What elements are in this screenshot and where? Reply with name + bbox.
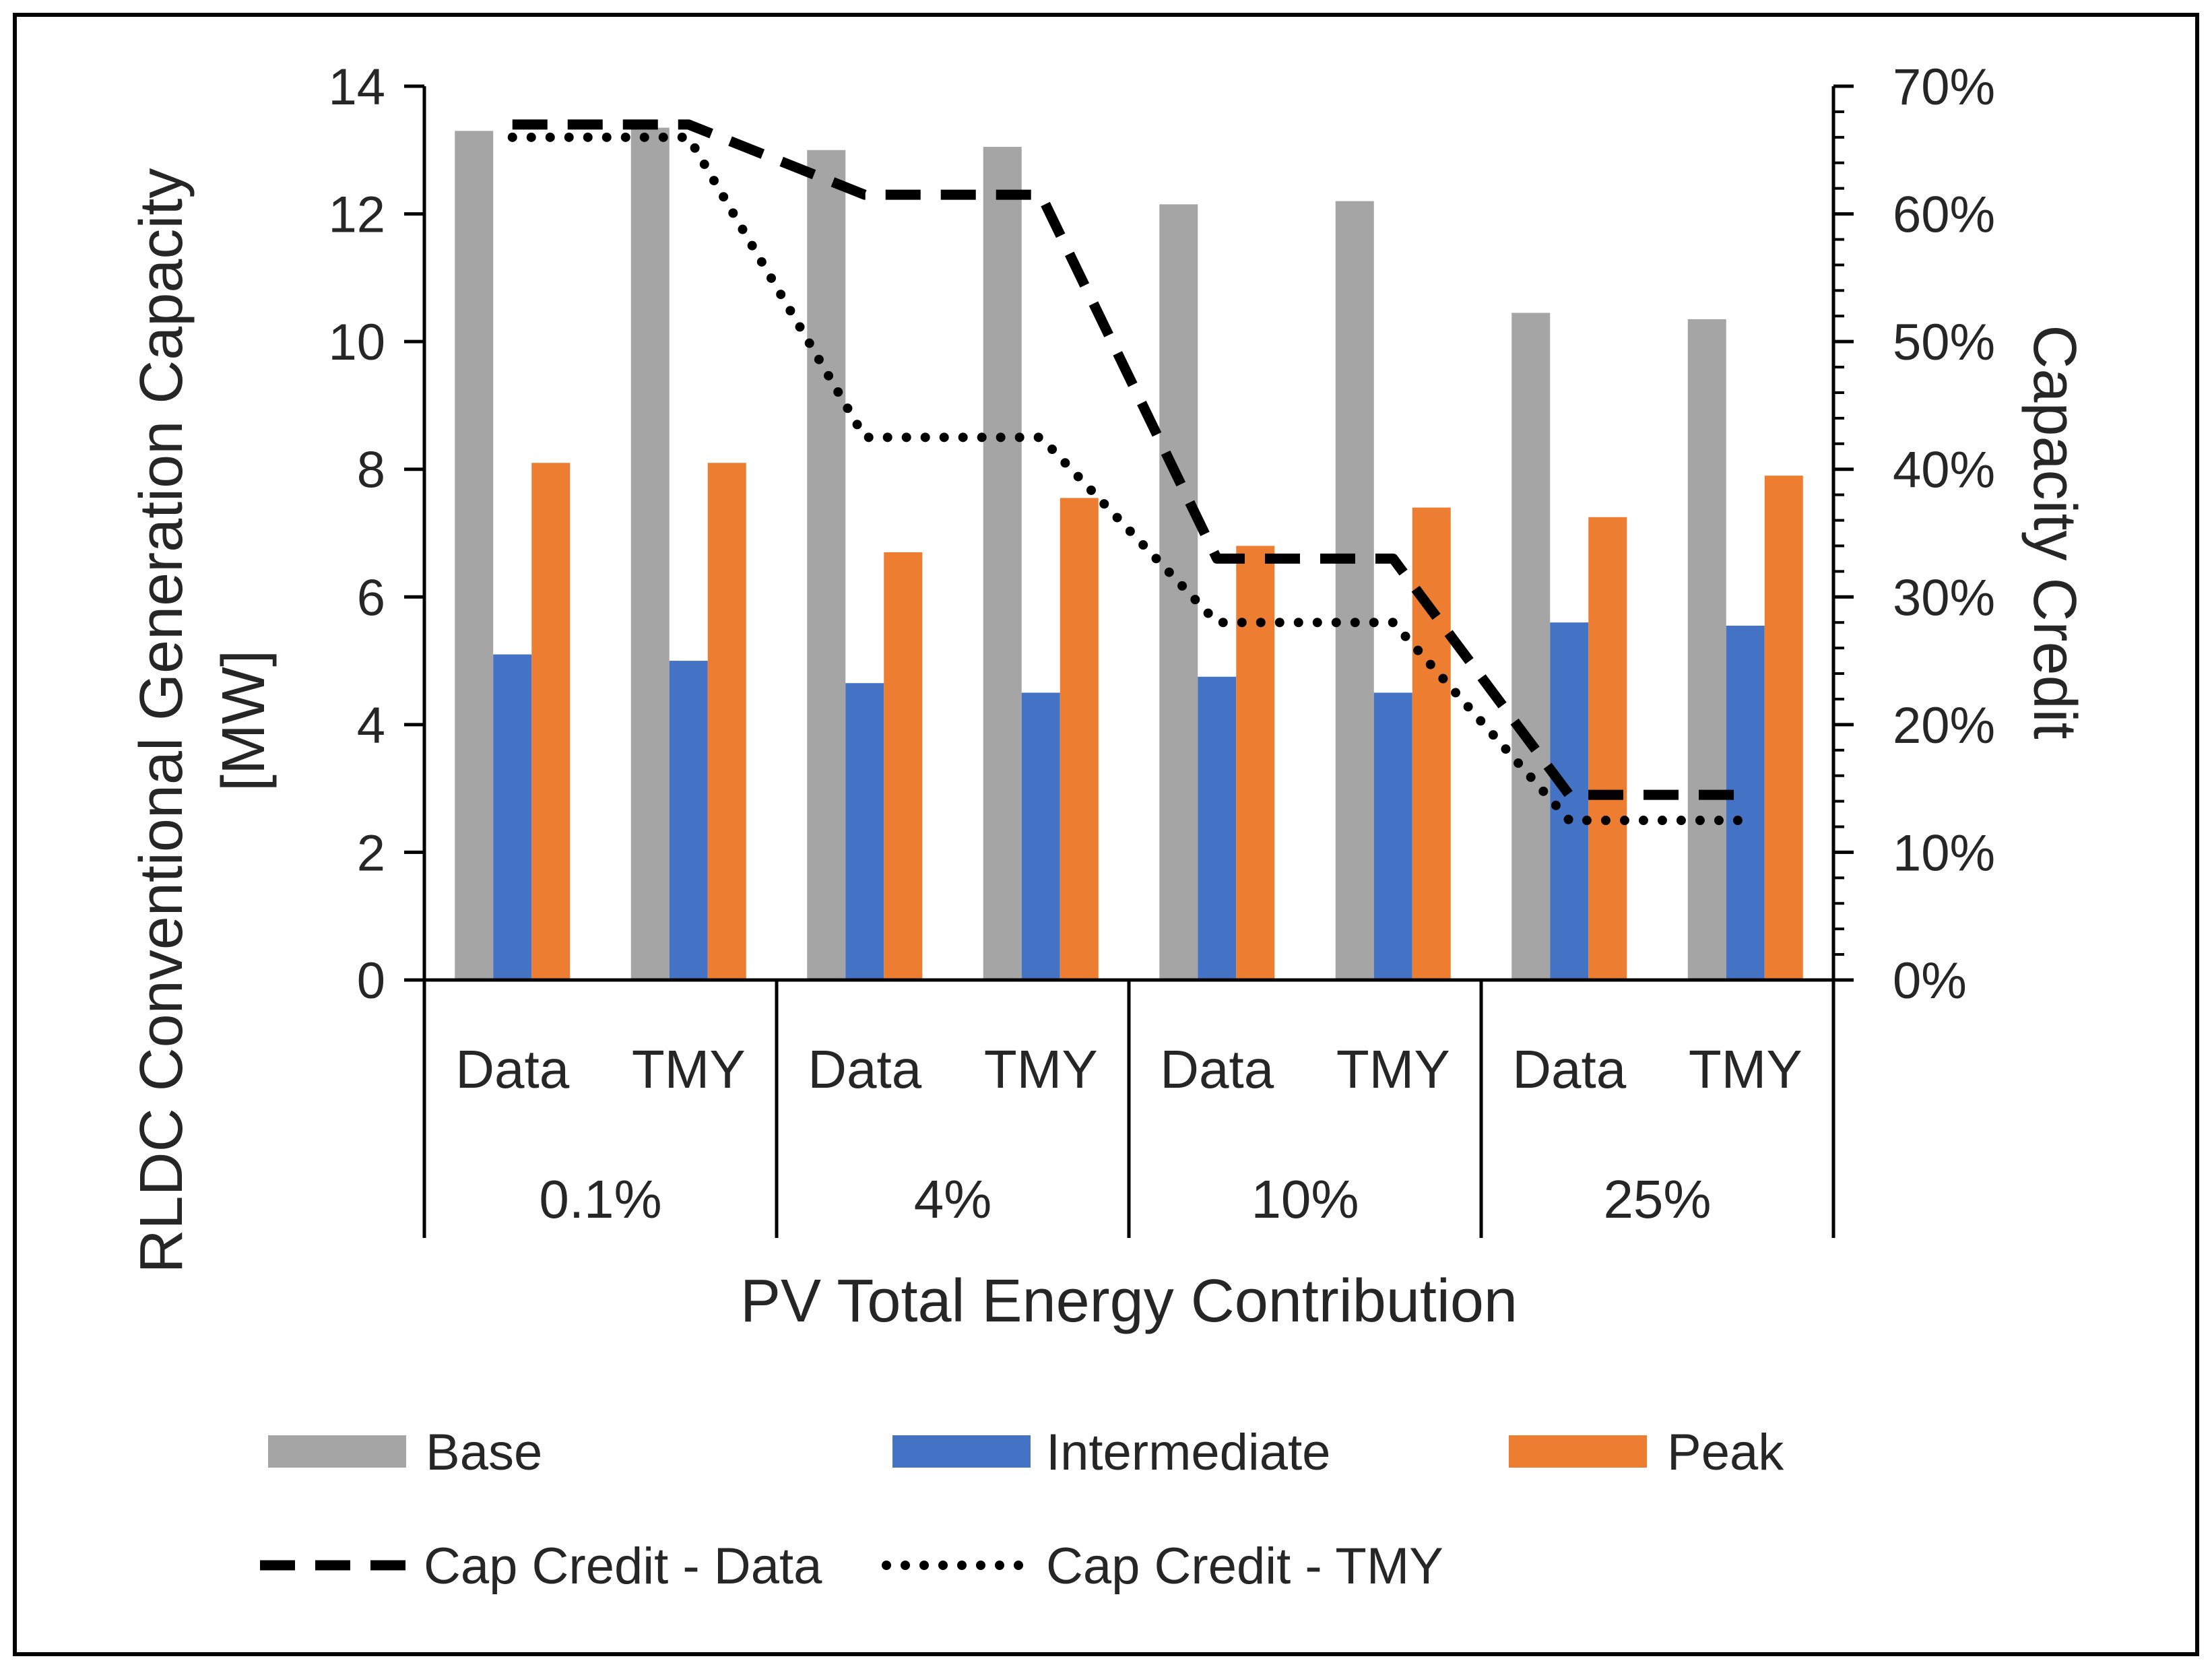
right-tick-label-2: 20% — [1893, 697, 1995, 754]
group-label-0: 0.1% — [539, 1169, 661, 1229]
group-label-1: 4% — [914, 1169, 992, 1229]
right-tick-label-3: 30% — [1893, 569, 1995, 626]
left-tick-label-0: 0 — [357, 952, 385, 1010]
group-label-2: 10% — [1251, 1169, 1359, 1229]
category-label-5: TMY — [1336, 1039, 1450, 1099]
bar-base-0 — [455, 131, 494, 981]
bar-base-6 — [1511, 313, 1551, 981]
left-tick-label-2: 4 — [357, 697, 385, 754]
legend-swatch-peak — [1509, 1435, 1647, 1468]
chart-frame — [13, 13, 2199, 1656]
bar-peak-7 — [1764, 476, 1803, 980]
right-tick-label-4: 40% — [1893, 442, 1995, 499]
bar-peak-5 — [1412, 507, 1451, 980]
bar-base-3 — [983, 147, 1022, 981]
category-label-6: Data — [1512, 1039, 1626, 1099]
right-tick-label-5: 50% — [1893, 314, 1995, 371]
y-axis-title-line-0: RLDC Conventional Generation Capacity — [128, 168, 195, 1274]
legend-label-peak: Peak — [1667, 1424, 1784, 1481]
bar-peak-1 — [707, 463, 746, 980]
bar-base-5 — [1335, 201, 1374, 981]
bar-base-2 — [807, 150, 846, 980]
bar-intermediate-1 — [669, 661, 708, 980]
category-label-0: Data — [455, 1039, 569, 1099]
bar-base-7 — [1687, 319, 1726, 980]
category-label-1: TMY — [632, 1039, 746, 1099]
category-label-3: TMY — [984, 1039, 1098, 1099]
bar-intermediate-4 — [1198, 676, 1237, 980]
x-axis-title: PV Total Energy Contribution — [740, 1268, 1518, 1335]
bar-peak-2 — [884, 552, 923, 980]
right-tick-label-0: 0% — [1893, 952, 1967, 1010]
left-tick-label-7: 14 — [328, 59, 385, 116]
bar-intermediate-2 — [845, 683, 884, 980]
bar-intermediate-5 — [1373, 692, 1412, 980]
bar-intermediate-7 — [1726, 625, 1765, 980]
bar-peak-6 — [1588, 517, 1627, 980]
y-axis-title-line-1: [MW] — [210, 650, 278, 791]
category-label-7: TMY — [1689, 1039, 1802, 1099]
bar-intermediate-3 — [1021, 692, 1060, 980]
group-label-3: 25% — [1603, 1169, 1711, 1229]
y-axis-title: RLDC Conventional Generation Capacity [MW… — [128, 168, 278, 1274]
bar-base-4 — [1159, 204, 1198, 981]
y2-axis-title: Capacity Credit — [2021, 325, 2088, 739]
left-tick-label-6: 12 — [328, 187, 385, 244]
legend-label-intermediate: Intermediate — [1046, 1424, 1330, 1481]
bar-intermediate-0 — [493, 654, 532, 980]
category-label-4: Data — [1160, 1039, 1274, 1099]
line-cap-credit-data — [512, 119, 1746, 800]
left-tick-label-3: 6 — [357, 569, 385, 626]
bar-peak-4 — [1236, 546, 1275, 980]
line-cap-credit-tmy — [507, 132, 1751, 826]
legend-label-base: Base — [426, 1424, 542, 1481]
right-tick-label-6: 60% — [1893, 187, 1995, 244]
category-label-2: Data — [808, 1039, 921, 1099]
left-tick-label-1: 2 — [357, 824, 385, 882]
legend-swatch-intermediate — [892, 1435, 1031, 1468]
right-tick-label-1: 10% — [1893, 824, 1995, 882]
legend-swatch-base — [268, 1435, 406, 1468]
left-tick-label-4: 8 — [357, 442, 385, 499]
legend-label-cap-credit-tmy: Cap Credit - TMY — [1046, 1538, 1443, 1595]
left-tick-label-5: 10 — [328, 314, 385, 371]
bar-peak-0 — [531, 463, 571, 980]
bar-base-1 — [630, 127, 670, 980]
legend-label-cap-credit-data: Cap Credit - Data — [424, 1538, 822, 1595]
right-tick-label-7: 70% — [1893, 59, 1995, 116]
bar-peak-3 — [1060, 498, 1099, 980]
